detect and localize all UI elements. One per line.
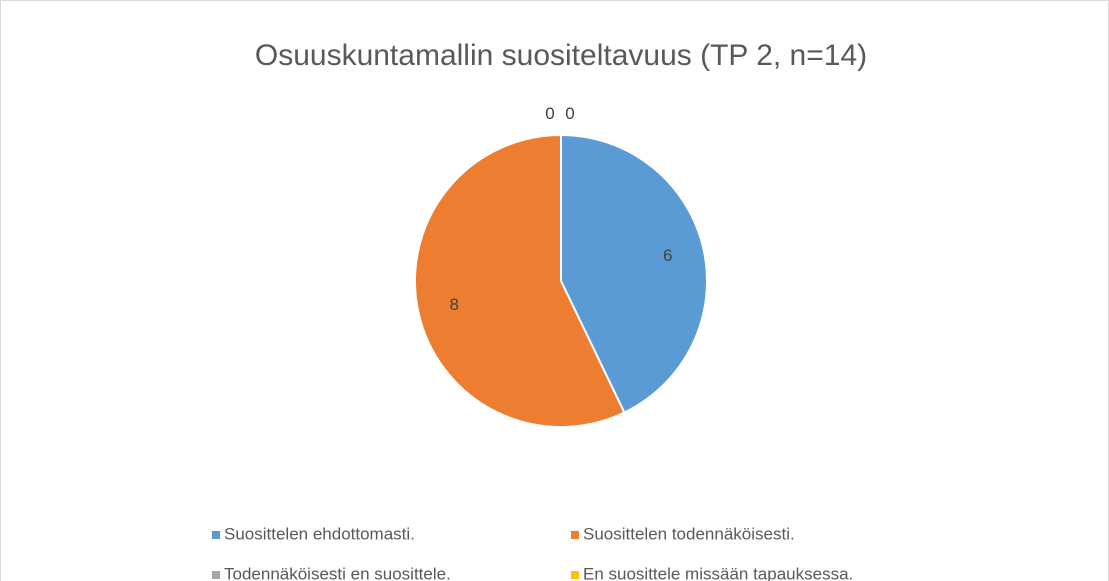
- legend-swatch: [571, 571, 579, 579]
- legend-label: Suosittelen todennäköisesti.: [583, 524, 795, 543]
- pie-slice: [560, 133, 708, 414]
- pie-slice: [414, 133, 626, 428]
- legend-label: En suosittele missään tapauksessa.: [583, 564, 853, 581]
- legend-swatch: [571, 531, 579, 539]
- chart-title: Osuuskuntamallin suositeltavuus (TP 2, n…: [255, 39, 867, 72]
- legend-label: Todennäköisesti en suosittele.: [224, 564, 451, 581]
- data-label: 0: [545, 104, 554, 123]
- legend-swatch: [212, 531, 220, 539]
- data-label: 0: [565, 104, 574, 123]
- legend-swatch: [212, 571, 220, 579]
- legend-label: Suosittelen ehdottomasti.: [224, 524, 415, 543]
- data-label: 6: [663, 246, 672, 265]
- data-label: 8: [450, 295, 459, 314]
